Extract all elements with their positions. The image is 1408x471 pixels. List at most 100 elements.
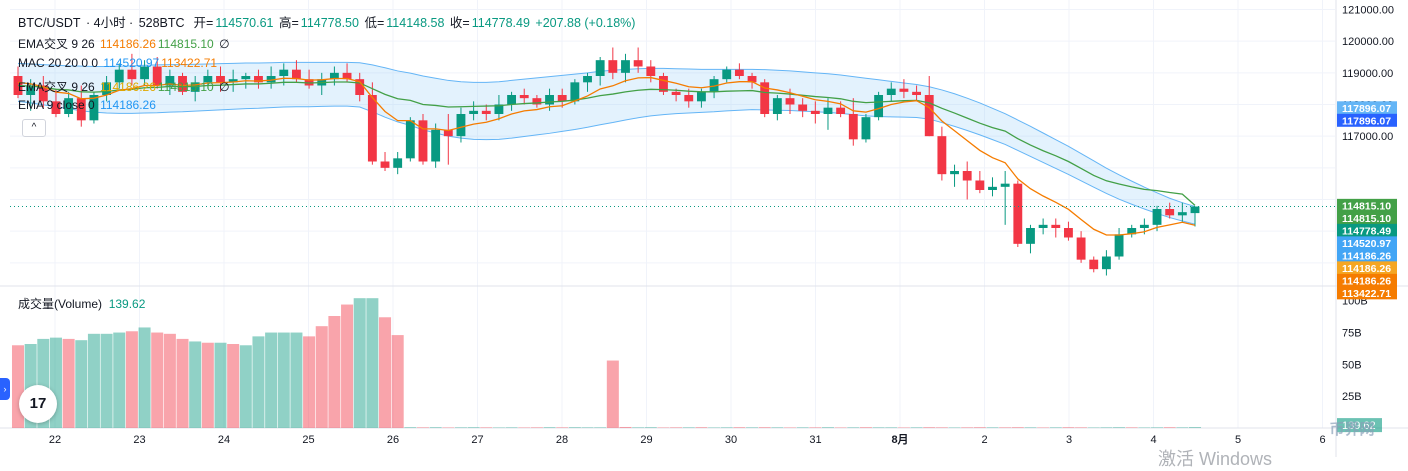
time-tick: 8月 — [891, 433, 908, 446]
candle-body — [975, 180, 985, 190]
timeframe[interactable]: · 4小时 · — [85, 16, 134, 30]
volume-bar — [783, 427, 797, 428]
volume-bar — [594, 427, 607, 428]
candle-body — [178, 76, 187, 92]
volume-bar — [1151, 427, 1164, 428]
indicator-ema-cross-1[interactable]: EMA交叉 9 26 114186.26 114815.10 ∅ — [18, 37, 230, 51]
time-tick: 29 — [640, 434, 652, 446]
close-label: 收= — [449, 16, 470, 30]
price-tags: 117896.07117896.07114815.10114815.101147… — [1337, 101, 1397, 300]
candle-body — [836, 107, 846, 114]
price-tick: 117000.00 — [1342, 131, 1393, 143]
time-tick: 2 — [981, 434, 987, 446]
price-tag-label: 114520.97 — [1342, 238, 1391, 250]
time-tick: 31 — [809, 434, 821, 446]
candle-body — [367, 95, 377, 162]
price-tick: 119000.00 — [1342, 68, 1393, 80]
candle-body — [861, 117, 871, 140]
volume-bar — [227, 344, 240, 428]
time-tick: 5 — [1235, 434, 1241, 446]
exchange: 528BTC — [138, 16, 185, 30]
candle-body — [583, 76, 592, 83]
price-tag — [1337, 248, 1397, 262]
candle-body — [405, 120, 415, 159]
price-tag — [1337, 286, 1397, 300]
price-axis: 121000.00120000.00119000.00118000.001170… — [1337, 5, 1394, 433]
volume-bar — [265, 332, 278, 428]
candle-body — [38, 85, 48, 102]
volume-bar — [644, 427, 657, 428]
open-label: 开= — [193, 16, 214, 30]
expand-panel-icon[interactable]: › — [0, 378, 10, 400]
candle-body — [532, 98, 542, 105]
candle-body — [621, 60, 630, 73]
candle-body — [1038, 224, 1048, 228]
volume-bar — [1113, 427, 1126, 428]
hide-icon[interactable]: ∅ — [219, 37, 230, 51]
chart-canvas[interactable]: 121000.00120000.00119000.00118000.001170… — [0, 0, 1408, 457]
indicator-mac[interactable]: MAC 20 20 0 0 114520.97 113422.71 — [18, 56, 218, 70]
time-tick: 22 — [49, 434, 61, 446]
indicator-ema[interactable]: EMA 9 close 0 114186.26 — [18, 98, 156, 112]
price-tag — [1337, 223, 1397, 237]
volume-bar — [606, 360, 619, 428]
hide-icon[interactable]: ∅ — [219, 80, 230, 94]
candle-body — [646, 66, 656, 76]
volume-bar — [518, 427, 531, 428]
candle-body — [443, 129, 453, 137]
candle-body — [519, 95, 529, 99]
collapse-legend-button[interactable]: ^ — [22, 119, 46, 137]
candle-body — [747, 76, 757, 83]
volume-bar — [885, 427, 898, 428]
volume-bar — [189, 341, 202, 428]
volume-bar — [1138, 427, 1151, 428]
candle-body — [329, 72, 339, 80]
volume-bar — [163, 333, 176, 428]
volume-bar — [543, 427, 556, 428]
band-lower-line — [17, 100, 1196, 225]
volume-bar — [670, 427, 683, 428]
price-tag-label: 114778.49 — [1342, 225, 1391, 237]
candle-body — [874, 95, 884, 118]
indicator-ema-cross-2[interactable]: EMA交叉 9 26 114186.26 114815.10 ∅ — [18, 80, 230, 94]
time-tick: 3 — [1066, 434, 1072, 446]
volume-tick: 25B — [1342, 391, 1362, 403]
pair[interactable]: BTC/USDT — [18, 16, 81, 30]
volume-tick: 75B — [1342, 328, 1362, 340]
candle-body — [595, 60, 605, 76]
tradingview-logo[interactable]: 17 — [19, 385, 57, 423]
volume-bar — [404, 427, 417, 428]
candle-body — [342, 72, 352, 80]
candle-body — [279, 69, 289, 76]
price-tag — [1337, 261, 1397, 275]
candle-body — [393, 158, 403, 168]
volume-bar — [847, 427, 860, 428]
volume-bar — [303, 336, 316, 428]
volume-legend[interactable]: 成交量(Volume) 139.62 — [18, 297, 146, 311]
candle-body — [507, 95, 517, 105]
volume-bar — [733, 427, 746, 428]
price-tag-label: 114186.26 — [1342, 263, 1391, 275]
volume-bars — [11, 298, 1202, 428]
volume-bar — [619, 426, 632, 428]
volume-bar — [1075, 427, 1088, 428]
candle-body — [608, 60, 618, 73]
candle-body — [785, 98, 795, 105]
site-watermark: 币界网 — [1329, 421, 1375, 438]
volume-last-tag — [1337, 418, 1382, 433]
candle-body — [228, 79, 238, 83]
volume-bar — [568, 427, 581, 428]
volume-bar — [176, 338, 189, 428]
ema9-line — [17, 76, 1196, 236]
volume-bar — [467, 427, 480, 428]
time-tick: 28 — [556, 434, 568, 446]
volume-bar — [1163, 427, 1176, 428]
candle-body — [950, 171, 959, 175]
volume-bar — [429, 427, 442, 428]
volume-bar — [834, 427, 847, 428]
candle-body — [64, 98, 74, 114]
candle-body — [89, 95, 99, 121]
volume-bar — [809, 427, 822, 428]
candle-body — [937, 136, 947, 175]
price-tag — [1337, 211, 1397, 225]
